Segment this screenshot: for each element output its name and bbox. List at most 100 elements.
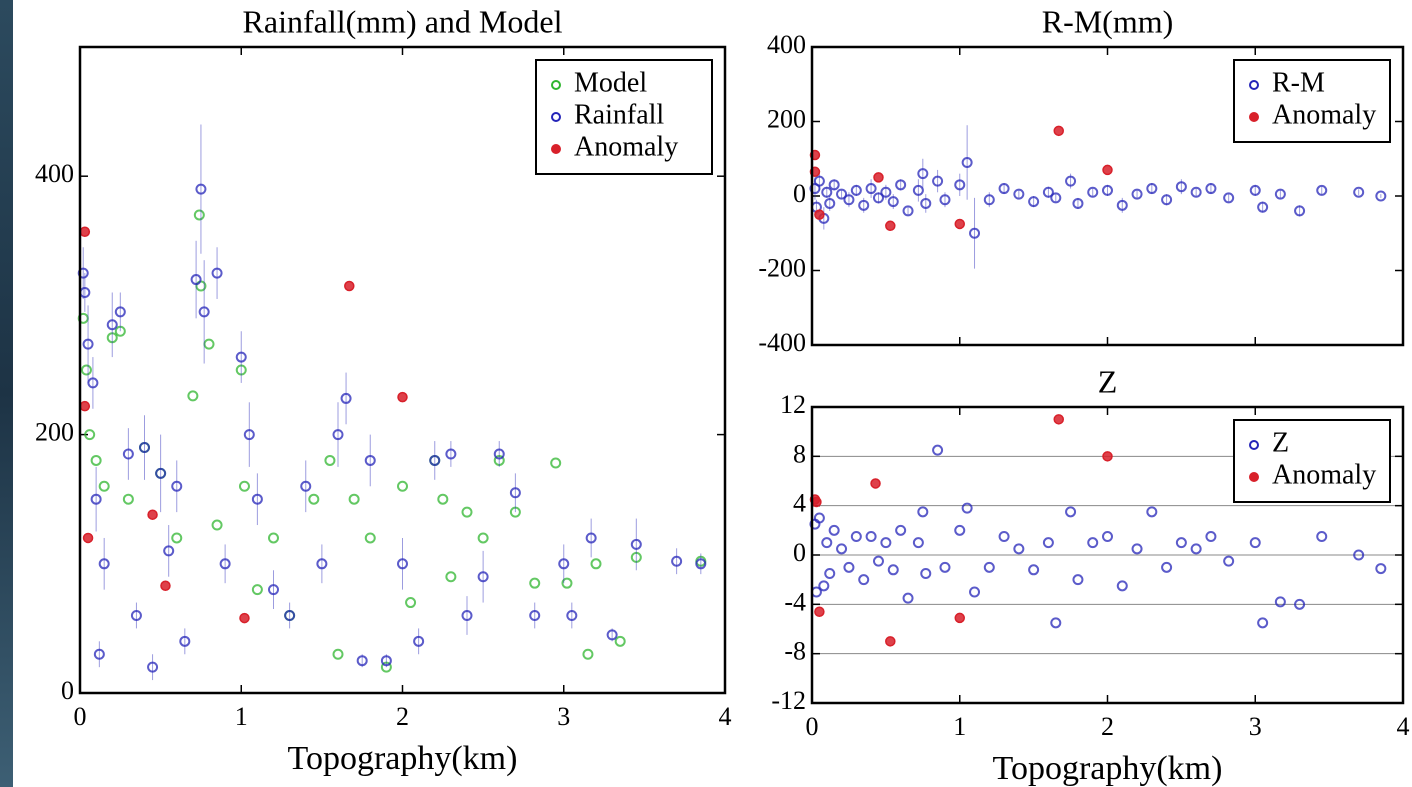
data-point bbox=[821, 537, 833, 549]
data-point bbox=[380, 661, 392, 673]
data-point bbox=[1205, 183, 1217, 195]
data-point bbox=[1175, 181, 1187, 193]
data-point bbox=[203, 338, 215, 350]
data-point bbox=[606, 629, 618, 641]
data-point bbox=[630, 551, 642, 563]
data-point bbox=[171, 532, 183, 544]
data-point bbox=[1028, 564, 1040, 576]
data-point bbox=[961, 156, 973, 168]
data-point bbox=[493, 454, 505, 466]
y-tick-label: 200 bbox=[767, 104, 806, 133]
y-tick-label: -12 bbox=[771, 686, 806, 715]
data-point bbox=[147, 509, 158, 520]
data-point bbox=[147, 661, 159, 673]
data-point bbox=[1116, 580, 1128, 592]
data-point bbox=[219, 558, 231, 570]
x-axis-label: Topography(km) bbox=[288, 740, 518, 777]
data-point bbox=[872, 192, 884, 204]
x-axis-label: Topography(km) bbox=[993, 750, 1223, 787]
legend-box bbox=[535, 59, 713, 175]
data-point bbox=[268, 584, 279, 596]
data-point bbox=[843, 561, 855, 573]
data-point bbox=[77, 267, 89, 279]
data-point bbox=[1146, 183, 1158, 195]
data-point bbox=[87, 377, 99, 389]
legend-label: Anomaly bbox=[574, 131, 678, 162]
data-point bbox=[872, 555, 884, 567]
x-tick-label: 1 bbox=[953, 712, 966, 741]
data-point bbox=[1274, 188, 1286, 200]
data-point bbox=[1249, 537, 1261, 549]
data-point bbox=[885, 220, 896, 232]
data-point bbox=[671, 555, 683, 567]
data-point bbox=[413, 635, 425, 647]
data-point bbox=[895, 524, 907, 536]
data-point bbox=[509, 506, 521, 518]
y-tick-label: -8 bbox=[784, 637, 806, 666]
data-point bbox=[858, 574, 870, 586]
y-tick-label: -200 bbox=[758, 253, 806, 282]
data-point bbox=[1161, 194, 1173, 206]
data-point bbox=[106, 332, 118, 344]
data-point bbox=[843, 194, 855, 206]
data-point bbox=[493, 448, 505, 460]
data-point bbox=[461, 609, 473, 621]
data-point bbox=[983, 561, 995, 573]
x-tick-label: 4 bbox=[1397, 712, 1410, 741]
legend-marker bbox=[1249, 440, 1259, 450]
data-point bbox=[865, 183, 877, 195]
data-point bbox=[243, 429, 255, 441]
data-point bbox=[887, 196, 899, 208]
data-point bbox=[998, 183, 1010, 195]
data-point bbox=[585, 532, 597, 544]
y-tick-label: 0 bbox=[793, 538, 806, 567]
data-point bbox=[969, 227, 981, 239]
data-point bbox=[122, 493, 134, 505]
data-point bbox=[82, 532, 94, 544]
legend-label: Anomaly bbox=[1272, 99, 1376, 130]
data-point bbox=[920, 197, 932, 209]
y-tick-label: 4 bbox=[793, 489, 806, 518]
x-tick-label: 1 bbox=[235, 702, 248, 731]
data-point bbox=[1316, 531, 1328, 542]
legend-box bbox=[1233, 419, 1391, 503]
data-point bbox=[695, 558, 707, 570]
data-point bbox=[477, 571, 489, 583]
chart-title: Rainfall(mm) and Model bbox=[243, 3, 563, 39]
data-point bbox=[93, 648, 105, 660]
legend-marker bbox=[1249, 80, 1259, 90]
data-point bbox=[239, 612, 250, 624]
data-point bbox=[139, 442, 150, 454]
legend-label: R-M bbox=[1272, 67, 1325, 98]
legend-label: Anomaly bbox=[1272, 459, 1376, 490]
data-point bbox=[1050, 192, 1062, 204]
data-point bbox=[461, 506, 473, 518]
plot-frame bbox=[810, 45, 1405, 347]
data-point bbox=[920, 568, 932, 579]
legend-marker bbox=[551, 80, 561, 90]
data-point bbox=[895, 179, 907, 191]
chart-title: R-M(mm) bbox=[1042, 3, 1174, 39]
legend-marker bbox=[1249, 112, 1259, 122]
legend-label: Z bbox=[1272, 427, 1289, 458]
data-point bbox=[1274, 596, 1286, 608]
x-tick-label: 3 bbox=[557, 702, 570, 731]
data-point bbox=[865, 531, 877, 542]
data-point bbox=[885, 636, 896, 647]
data-point bbox=[961, 502, 973, 514]
data-point bbox=[171, 480, 183, 492]
data-point bbox=[1065, 175, 1077, 187]
data-point bbox=[98, 480, 110, 492]
data-point bbox=[1249, 184, 1261, 196]
y-tick-label: 400 bbox=[767, 30, 806, 59]
data-point bbox=[308, 493, 320, 505]
legend-marker bbox=[551, 144, 561, 154]
data-point bbox=[445, 571, 457, 583]
data-point bbox=[300, 480, 312, 492]
legend-box bbox=[1233, 59, 1391, 143]
data-point bbox=[332, 429, 344, 441]
data-point bbox=[130, 609, 142, 621]
data-point bbox=[630, 538, 642, 550]
data-point bbox=[954, 524, 966, 536]
